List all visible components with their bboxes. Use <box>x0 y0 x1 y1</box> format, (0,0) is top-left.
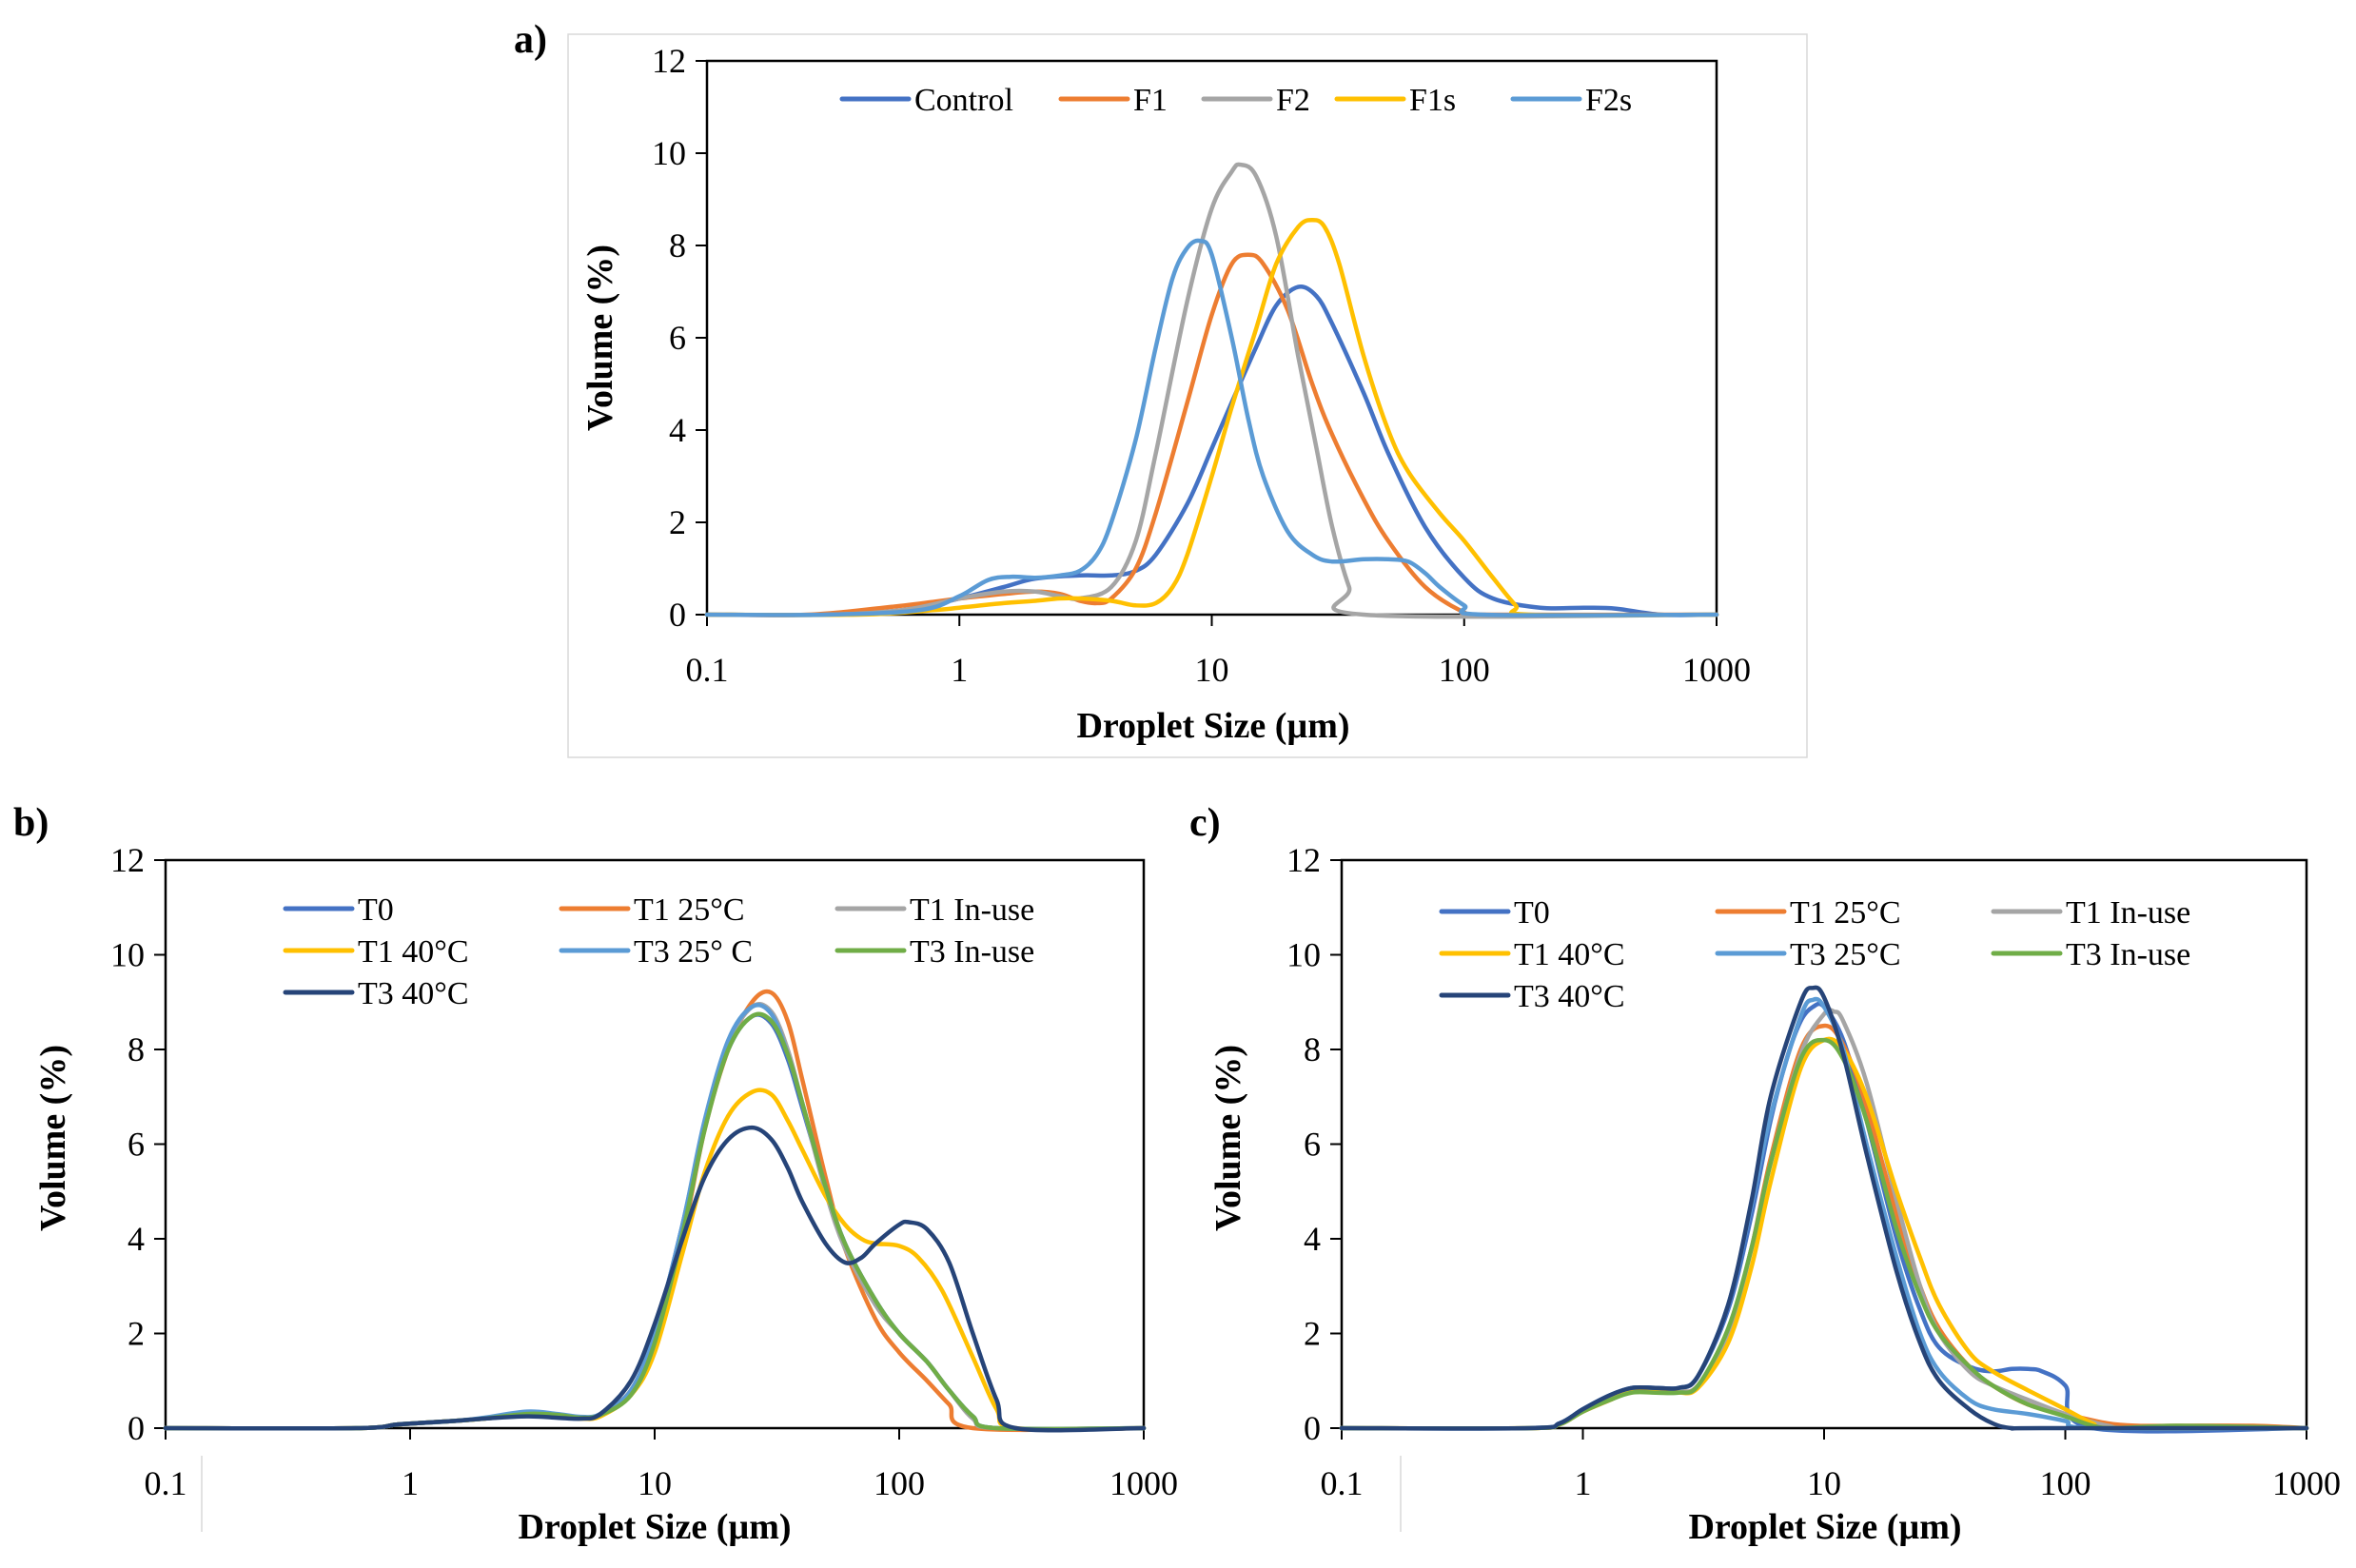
panel-a-x-tick-label: 100 <box>1439 651 1490 689</box>
panel-c-legend: T0 T1 25°C T1 In-use T1 40°C T3 25°C T3 In-us… <box>1439 895 2190 1014</box>
panel-a-x-tick-label: 0.1 <box>686 651 729 689</box>
panel-a-x-axis-title: Droplet Size (µm) <box>1076 706 1349 746</box>
panel-b-series-line-7 <box>163 1125 1147 1433</box>
panel-b-x-tick-label: 0.1 <box>145 1464 187 1502</box>
panel-c-legend-label: T0 <box>1514 895 1550 931</box>
panel-b-series-group <box>163 989 1147 1433</box>
panel-a-series-line-4 <box>704 218 1719 617</box>
panel-c-label: c) <box>1189 801 1221 845</box>
panel-c-legend-label: T1 25°C <box>1790 895 1901 931</box>
panel-a-y-tick-label: 4 <box>669 411 686 449</box>
panel-a-legend-label: Control <box>914 83 1013 118</box>
panel-c-y-tick-label: 2 <box>1304 1315 1321 1353</box>
panel-a-label: a) <box>514 18 547 62</box>
panel-a-y-tick-label: 10 <box>652 134 686 172</box>
panel-b-legend-label: T3 25° C <box>634 934 753 970</box>
panel-b-axes: 0 2 4 6 8 10 12 0.1 1 10 100 1000 <box>110 841 1178 1502</box>
panel-c-x-tick-label: 100 <box>2040 1464 2091 1502</box>
panel-b-x-tick-label: 1 <box>402 1464 419 1502</box>
panel-c-y-tick-label: 12 <box>1286 841 1321 879</box>
panel-a-y-tick-label: 6 <box>669 319 686 357</box>
panel-c-x-tick-label: 0.1 <box>1321 1464 1364 1502</box>
panel-c-y-tick-label: 4 <box>1304 1220 1321 1258</box>
panel-c-x-tick-label: 1 <box>1575 1464 1592 1502</box>
panel-a-legend-label: F1s <box>1409 83 1456 118</box>
panel-b-x-tick-label: 10 <box>638 1464 672 1502</box>
panel-b-legend-label: T1 40°C <box>358 934 469 970</box>
panel-a-x-tick-label: 1000 <box>1682 651 1751 689</box>
panel-c-legend-label: T3 40°C <box>1514 979 1625 1014</box>
panel-b-legend-label: T0 <box>358 892 394 928</box>
panel-c-legend-label: T1 In-use <box>2066 895 2190 931</box>
panel-c-y-tick-label: 8 <box>1304 1030 1321 1068</box>
panel-b-legend-label: T1 In-use <box>910 892 1034 928</box>
panel-b-x-tick-label: 100 <box>874 1464 925 1502</box>
panel-b-y-tick-label: 2 <box>128 1315 145 1353</box>
panel-a-chart-area-border <box>567 33 1808 758</box>
panel-c-series-line-6 <box>1339 1037 2309 1431</box>
panel-c-x-tick-label: 10 <box>1807 1464 1841 1502</box>
panel-a-series-line-3 <box>704 162 1719 619</box>
panel-a-y-tick-label: 0 <box>669 596 686 634</box>
panel-c-x-tick-label: 1000 <box>2272 1464 2341 1502</box>
panel-b-legend-label: T3 40°C <box>358 976 469 1011</box>
panel-c-legend-label: T3 25°C <box>1790 937 1901 972</box>
panel-a-x-tick-label: 1 <box>951 651 968 689</box>
panel-c-y-tick-label: 10 <box>1286 936 1321 974</box>
panel-a: a) 0 2 4 6 8 10 12 0.1 1 10 100 1000 Control F1 F2 F1s… <box>514 18 1808 758</box>
panel-b-label: b) <box>13 801 49 845</box>
panel-b-y-tick-label: 8 <box>128 1030 145 1068</box>
panel-b-y-tick-label: 0 <box>128 1409 145 1447</box>
panel-b-legend-label: T3 In-use <box>910 934 1034 970</box>
panel-b: b) 0 2 4 6 8 10 12 0.1 1 10 100 1000 T0 T1 25°C T1 In… <box>13 801 1178 1547</box>
panel-c-axes: 0 2 4 6 8 10 12 0.1 1 10 100 1000 <box>1286 841 2341 1502</box>
panel-b-y-tick-label: 12 <box>110 841 145 879</box>
panel-c-series-group <box>1339 985 2309 1434</box>
panel-a-legend: Control F1 F2 F1s F2s <box>839 83 1632 118</box>
panel-c-y-tick-label: 0 <box>1304 1409 1321 1447</box>
panel-a-series-line-5 <box>704 238 1719 617</box>
panel-b-y-tick-label: 10 <box>110 936 145 974</box>
panel-c-y-axis-title: Volume (%) <box>1208 1045 1248 1231</box>
panel-c-legend-label: T1 40°C <box>1514 937 1625 972</box>
panel-a-y-tick-label: 8 <box>669 226 686 265</box>
panel-c-series-line-7 <box>1339 985 2309 1431</box>
panel-a-legend-label: F2 <box>1276 83 1310 118</box>
panel-b-y-axis-title: Volume (%) <box>33 1045 73 1231</box>
panel-c: c) 0 2 4 6 8 10 12 0.1 1 10 100 1000 T0 T1 25°C T1 In… <box>1189 801 2341 1547</box>
panel-a-y-axis-title: Volume (%) <box>580 245 620 431</box>
panel-a-y-tick-label: 12 <box>652 42 686 80</box>
panel-a-legend-label: F2s <box>1585 83 1632 118</box>
panel-b-y-tick-label: 4 <box>128 1220 145 1258</box>
panel-b-legend: T0 T1 25°C T1 In-use T1 40°C T3 25° C T3 In-u… <box>283 892 1034 1011</box>
panel-b-x-tick-label: 1000 <box>1109 1464 1178 1502</box>
panel-c-x-axis-title: Droplet Size (µm) <box>1688 1507 1961 1547</box>
panel-a-legend-label: F1 <box>1133 83 1168 118</box>
panel-b-y-tick-label: 6 <box>128 1126 145 1164</box>
panel-a-series-group <box>704 162 1719 619</box>
panel-b-x-axis-title: Droplet Size (µm) <box>518 1507 791 1547</box>
panel-c-legend-label: T3 In-use <box>2066 937 2190 972</box>
panel-a-y-tick-label: 2 <box>669 503 686 541</box>
panel-a-series-line-1 <box>704 284 1719 617</box>
panel-a-axes: 0 2 4 6 8 10 12 0.1 1 10 100 1000 <box>652 42 1751 689</box>
panel-a-x-tick-label: 10 <box>1195 651 1229 689</box>
panel-b-legend-label: T1 25°C <box>634 892 745 928</box>
panel-c-y-tick-label: 6 <box>1304 1126 1321 1164</box>
